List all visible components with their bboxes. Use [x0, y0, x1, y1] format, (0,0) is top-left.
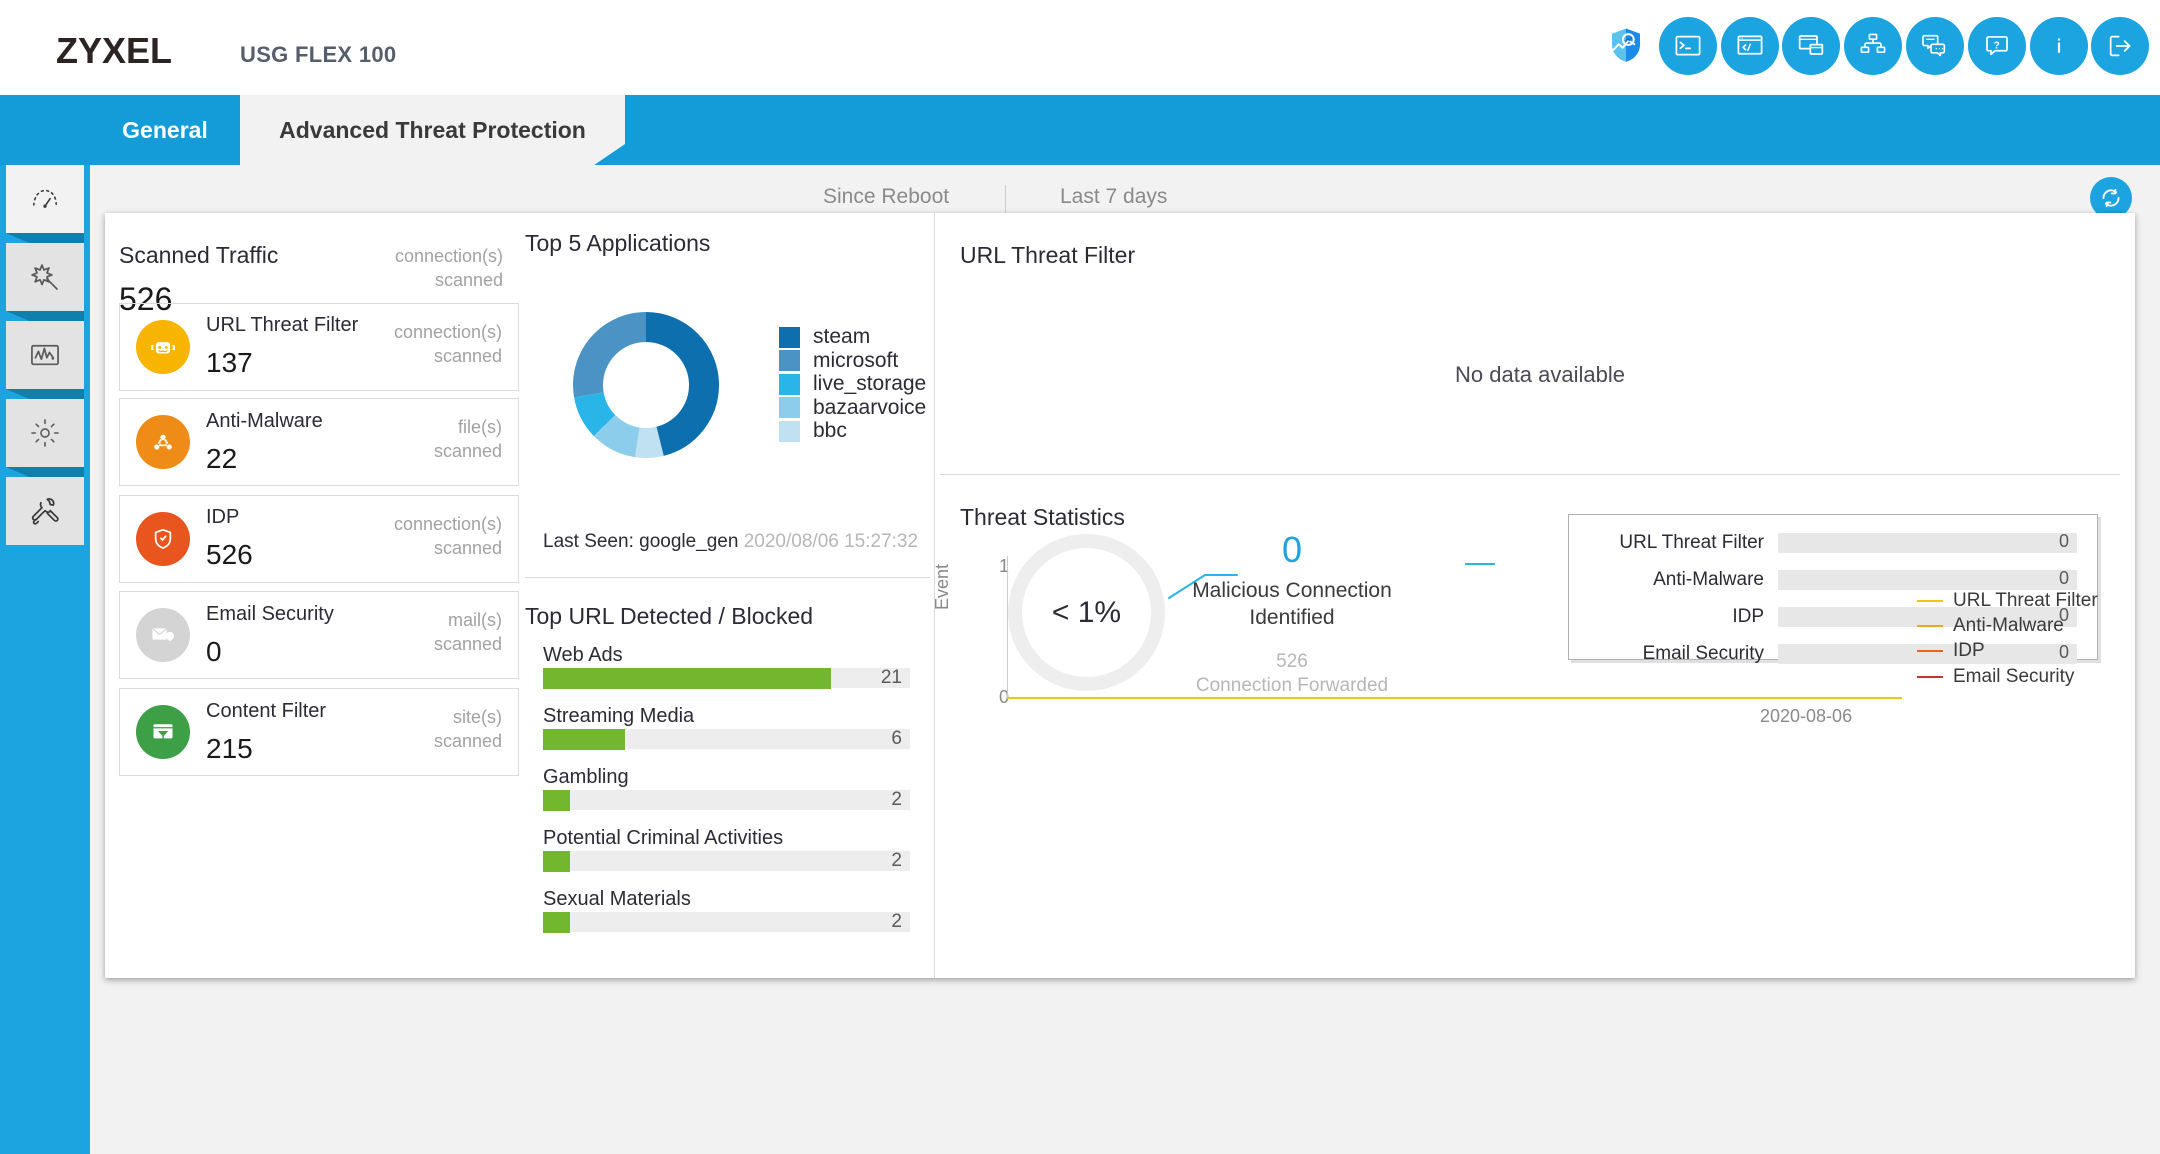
svg-text:?: ?	[1993, 41, 1999, 52]
